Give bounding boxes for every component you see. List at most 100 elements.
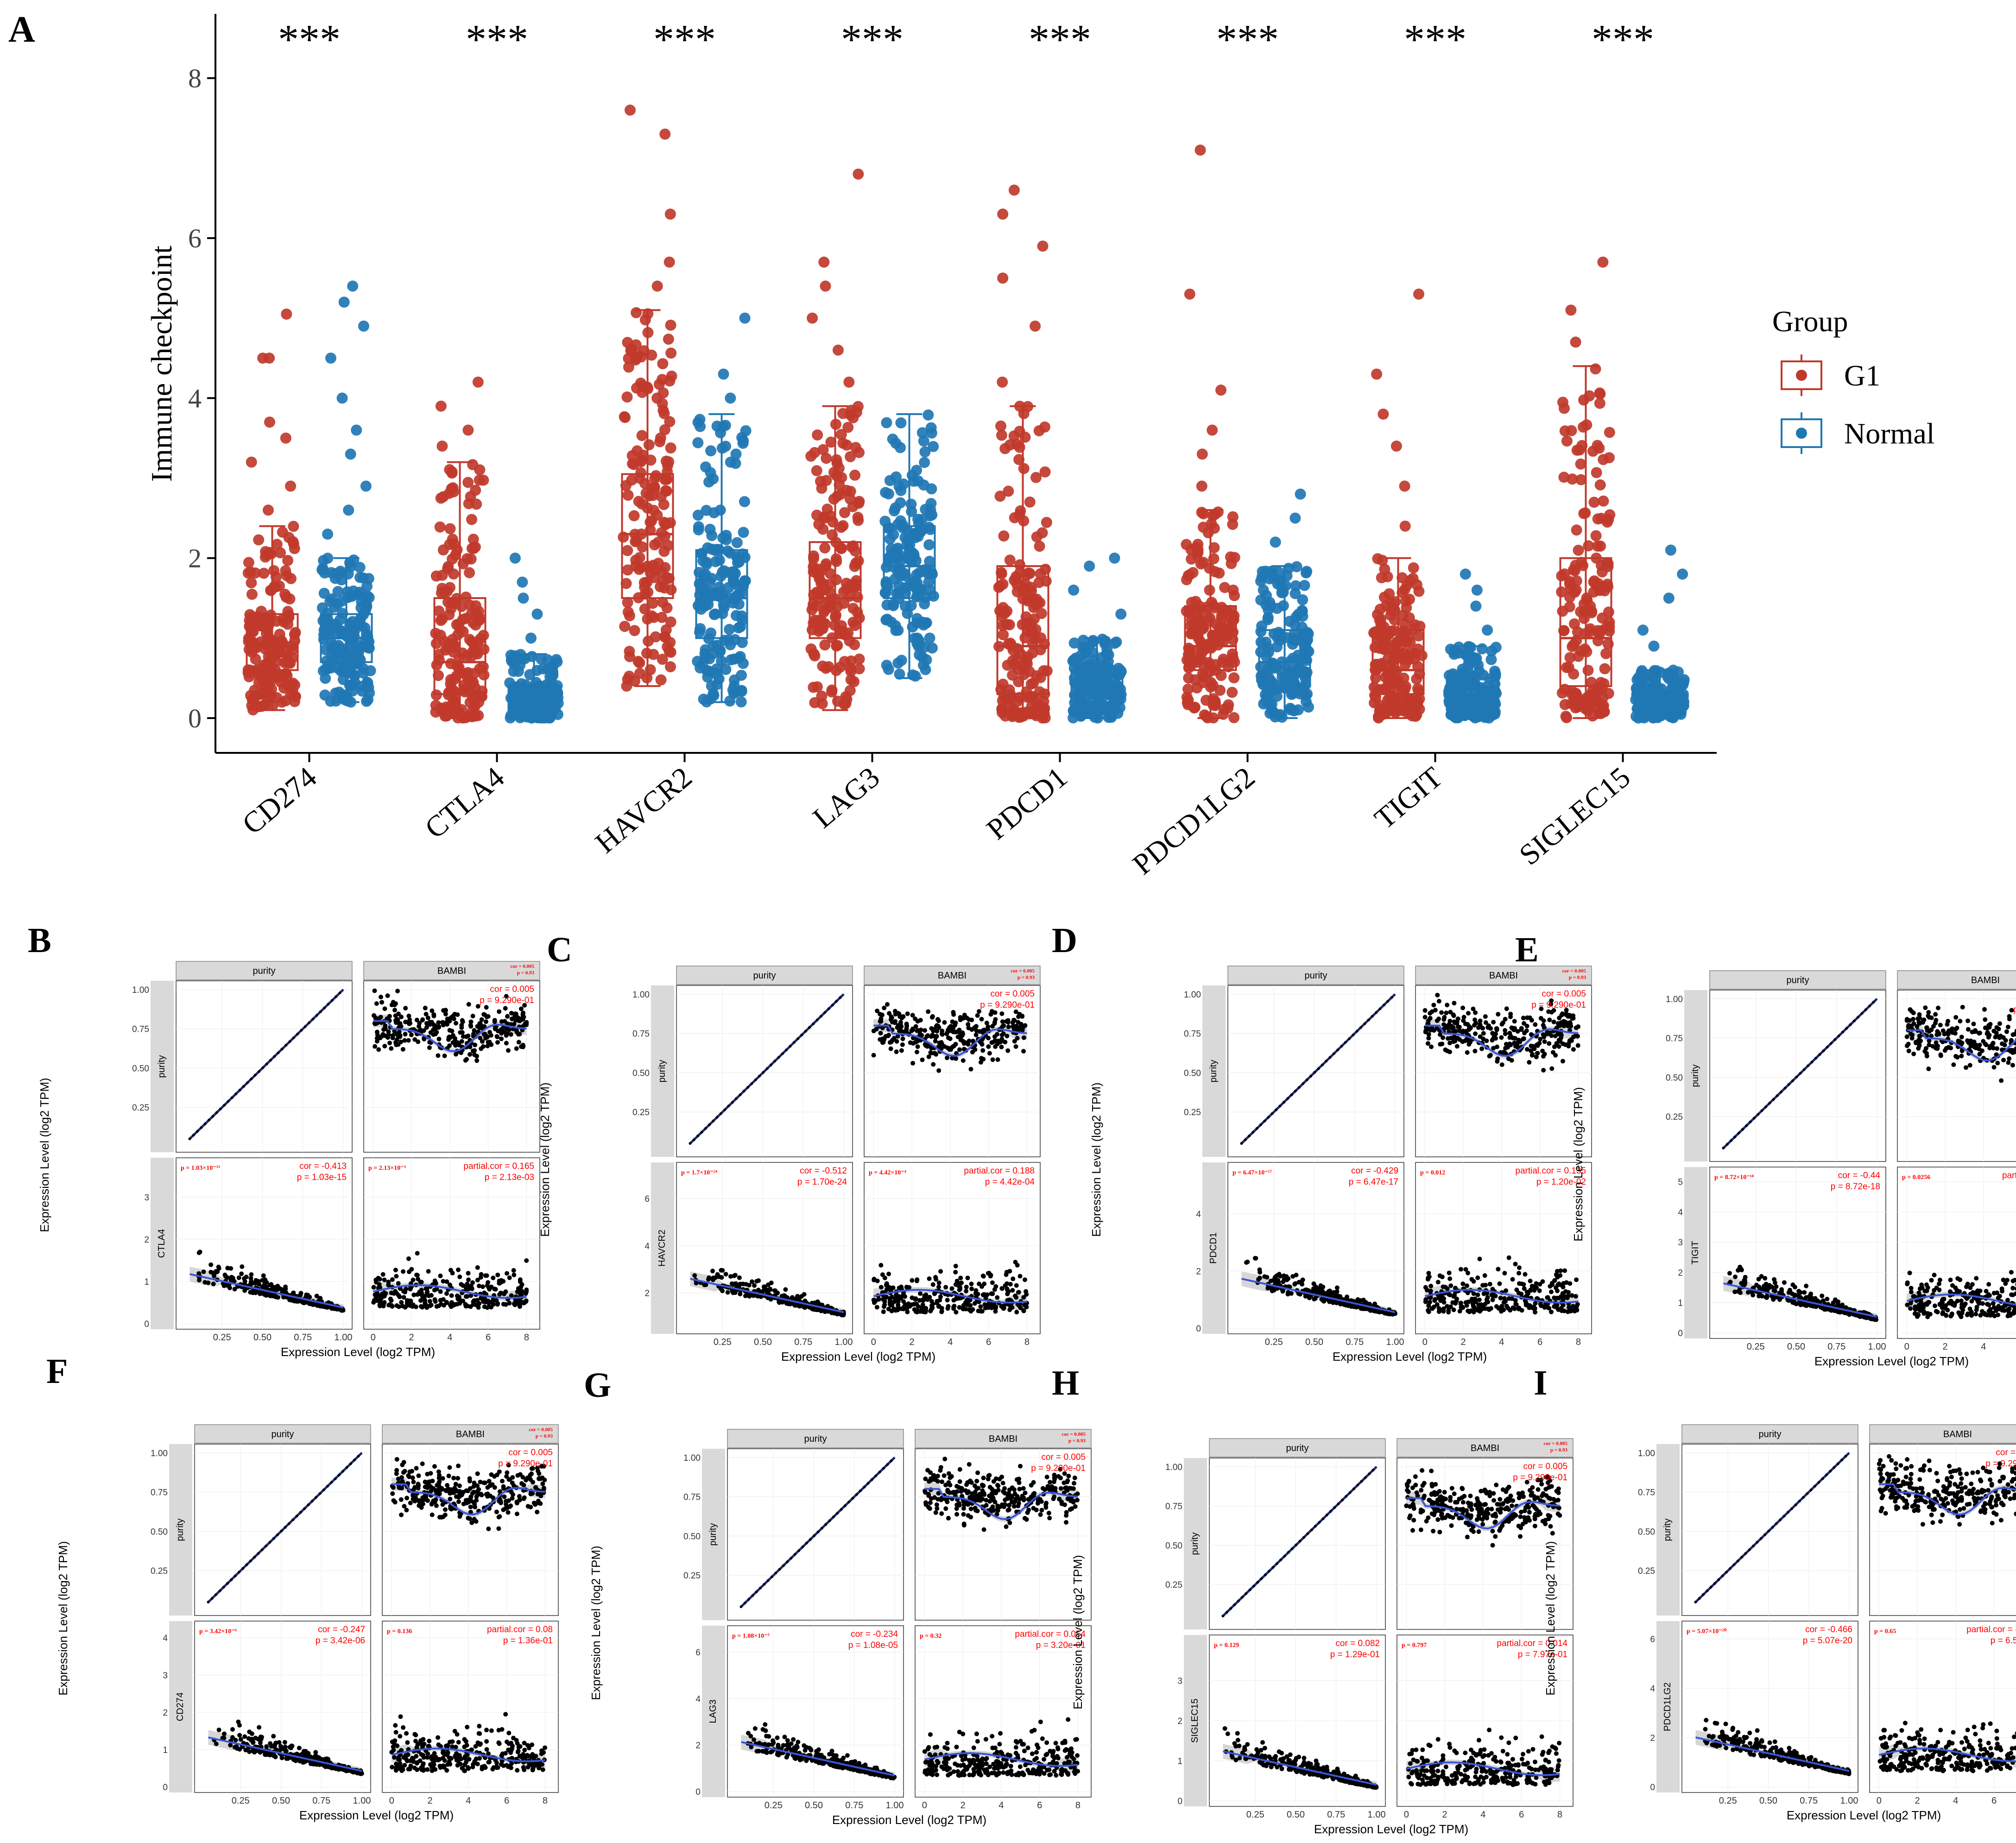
data-point <box>649 473 661 484</box>
data-point <box>943 1285 948 1290</box>
data-point <box>374 1029 379 1035</box>
data-point <box>966 1022 971 1027</box>
data-point <box>1482 625 1493 636</box>
data-point <box>347 625 359 636</box>
data-point <box>362 642 374 653</box>
data-point <box>889 1308 894 1313</box>
data-point <box>626 450 638 461</box>
data-point <box>984 1021 989 1026</box>
data-point <box>1603 452 1615 463</box>
data-point <box>732 557 743 568</box>
data-point <box>915 526 926 538</box>
data-point <box>720 441 732 452</box>
data-point <box>825 436 837 448</box>
data-point <box>973 1032 979 1037</box>
data-point <box>1033 425 1045 436</box>
data-point <box>727 1105 730 1108</box>
data-point <box>1018 515 1030 527</box>
data-point <box>1590 363 1601 375</box>
data-point <box>466 1002 471 1007</box>
data-point <box>1460 568 1471 580</box>
data-point <box>828 493 840 505</box>
data-point <box>709 608 721 620</box>
data-point <box>878 1031 883 1036</box>
data-point <box>843 376 855 388</box>
data-point <box>499 1278 504 1283</box>
data-point <box>263 1277 268 1282</box>
data-point <box>970 1049 975 1054</box>
data-point <box>448 538 460 550</box>
data-point <box>954 1296 959 1301</box>
data-point <box>924 1034 929 1039</box>
data-point <box>477 661 489 673</box>
data-point <box>1558 403 1570 414</box>
data-point <box>878 1285 884 1290</box>
data-point <box>249 684 260 696</box>
data-point <box>1399 520 1411 532</box>
data-point <box>341 654 353 666</box>
data-point <box>874 1305 879 1310</box>
data-point <box>1017 1274 1023 1279</box>
y-tick-label: 0 <box>144 1319 149 1329</box>
data-point <box>385 993 390 998</box>
data-point <box>1107 699 1119 711</box>
annotation-cor: cor = 0.005 <box>990 989 1035 999</box>
data-point <box>1397 610 1409 621</box>
data-point <box>357 572 369 584</box>
data-point <box>853 496 865 507</box>
data-point <box>243 557 254 568</box>
data-point <box>1570 584 1582 596</box>
y-tick-label: 0.50 <box>632 1068 650 1078</box>
data-point <box>336 392 348 404</box>
data-point <box>623 361 634 373</box>
data-point <box>712 1119 715 1123</box>
x-tick-label: 0 <box>871 1337 876 1347</box>
data-point <box>930 1282 935 1287</box>
data-point <box>1204 584 1215 596</box>
data-point <box>636 430 648 442</box>
data-point <box>736 669 747 681</box>
column-strip-label: purity <box>753 971 776 981</box>
data-point <box>287 1297 292 1302</box>
data-point <box>729 634 741 645</box>
annotation-p-left: p = 1.03×10⁻¹⁵ <box>181 1165 220 1172</box>
data-point <box>723 1272 728 1277</box>
data-point <box>249 1279 254 1284</box>
data-point <box>927 1276 932 1281</box>
data-point <box>639 314 651 326</box>
data-point <box>514 1301 519 1306</box>
legend-entry: Normal <box>1844 417 1935 450</box>
data-point <box>538 708 550 720</box>
data-point <box>1571 444 1583 456</box>
data-point <box>292 1299 297 1304</box>
data-point <box>319 689 331 701</box>
data-point <box>918 435 929 447</box>
data-point <box>345 696 357 708</box>
data-point <box>501 1291 506 1296</box>
data-point <box>317 665 329 677</box>
data-point <box>1490 668 1501 680</box>
data-point <box>474 633 486 644</box>
data-point <box>1006 1024 1011 1029</box>
data-point <box>508 1032 513 1037</box>
annotation-small: p = 0.93 <box>517 970 535 976</box>
data-point <box>642 561 653 572</box>
data-point <box>406 1013 411 1018</box>
data-point <box>244 609 256 620</box>
data-point <box>372 988 377 993</box>
data-point <box>802 1292 807 1297</box>
data-point <box>232 1287 237 1292</box>
data-point <box>1463 641 1474 652</box>
data-point <box>407 1298 412 1303</box>
data-point <box>953 1056 958 1061</box>
data-point <box>276 696 288 708</box>
data-point <box>844 635 855 647</box>
data-point <box>472 1298 477 1303</box>
data-point <box>940 1032 945 1037</box>
y-tick-label: 0.25 <box>632 1108 650 1117</box>
data-point <box>494 1034 499 1039</box>
data-point <box>1296 621 1308 633</box>
data-point <box>630 536 641 548</box>
data-point <box>390 1277 395 1282</box>
data-point <box>958 1017 963 1022</box>
